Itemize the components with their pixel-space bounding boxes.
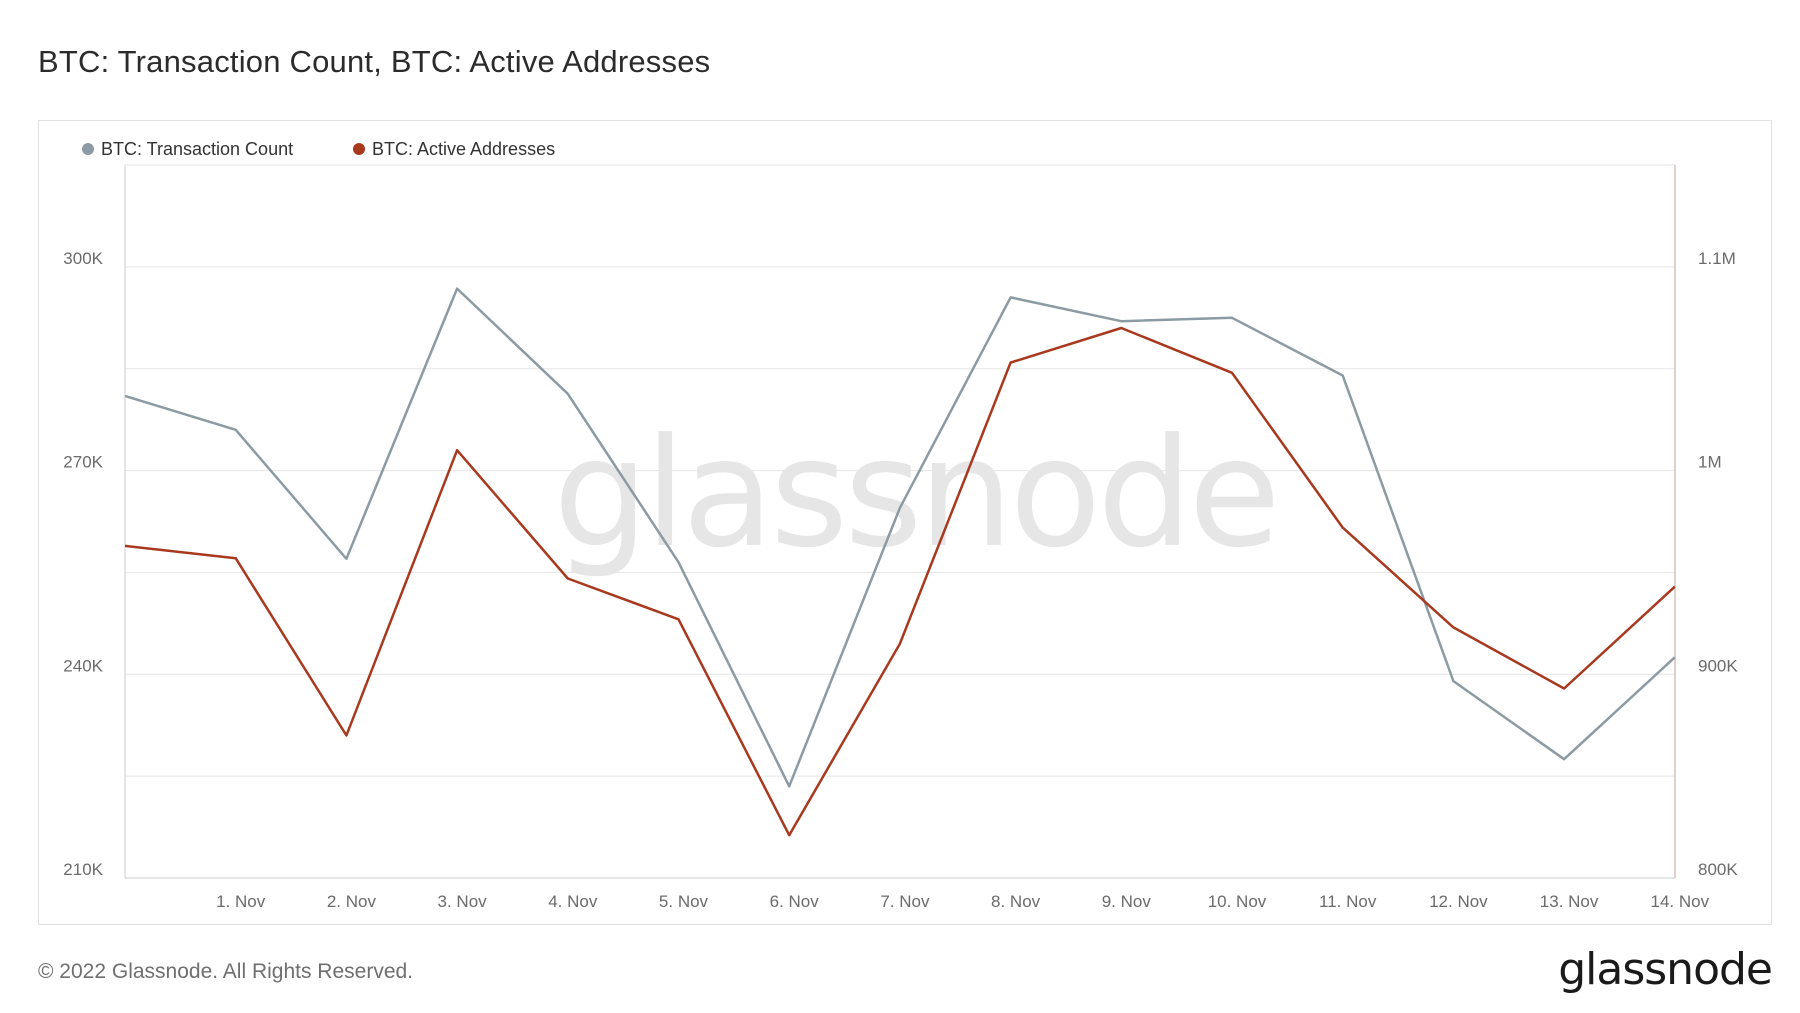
legend: BTC: Transaction Count BTC: Active Addre… (82, 139, 555, 159)
left-axis-ticks: 210K 240K 270K 300K (63, 249, 103, 879)
right-tick-label: 1.1M (1698, 249, 1736, 268)
x-tick-label: 4. Nov (548, 892, 598, 911)
watermark-text: glassnode (553, 407, 1276, 581)
left-tick-label: 270K (63, 453, 103, 472)
series-line-active-addresses (124, 326, 1676, 837)
left-tick-label: 210K (63, 860, 103, 879)
right-axis-ticks: 800K 900K 1M 1.1M (1698, 249, 1738, 879)
right-tick-label: 800K (1698, 860, 1738, 879)
chart-title: BTC: Transaction Count, BTC: Active Addr… (38, 44, 711, 79)
x-tick-label: 8. Nov (991, 892, 1041, 911)
x-tick-label: 14. Nov (1651, 892, 1710, 911)
x-tick-label: 3. Nov (438, 892, 488, 911)
chart-frame (38, 120, 1772, 925)
left-tick-label: 300K (63, 249, 103, 268)
legend-label-transaction-count[interactable]: BTC: Transaction Count (101, 139, 293, 159)
legend-marker-transaction-count (82, 143, 94, 155)
x-tick-label: 7. Nov (880, 892, 930, 911)
x-tick-label: 1. Nov (216, 892, 266, 911)
left-tick-label: 240K (63, 656, 103, 675)
x-tick-label: 9. Nov (1102, 892, 1152, 911)
x-tick-label: 12. Nov (1429, 892, 1488, 911)
series-line-transaction-count (124, 287, 1676, 788)
legend-marker-active-addresses (353, 143, 365, 155)
x-tick-label: 13. Nov (1540, 892, 1599, 911)
footer-copyright: © 2022 Glassnode. All Rights Reserved. (38, 960, 414, 983)
glassnode-logo: glassnode (1558, 944, 1773, 995)
right-tick-label: 900K (1698, 656, 1738, 675)
x-tick-label: 11. Nov (1319, 892, 1377, 911)
right-tick-label: 1M (1698, 453, 1722, 472)
series-lines (124, 287, 1676, 837)
x-axis-ticks: 1. Nov 2. Nov 3. Nov 4. Nov 5. Nov 6. Nov 7. N… (216, 892, 1709, 911)
axes (124, 165, 1676, 879)
legend-label-active-addresses[interactable]: BTC: Active Addresses (372, 139, 555, 159)
x-tick-label: 10. Nov (1208, 892, 1267, 911)
x-tick-label: 5. Nov (659, 892, 709, 911)
x-tick-label: 2. Nov (327, 892, 377, 911)
x-tick-label: 6. Nov (770, 892, 820, 911)
